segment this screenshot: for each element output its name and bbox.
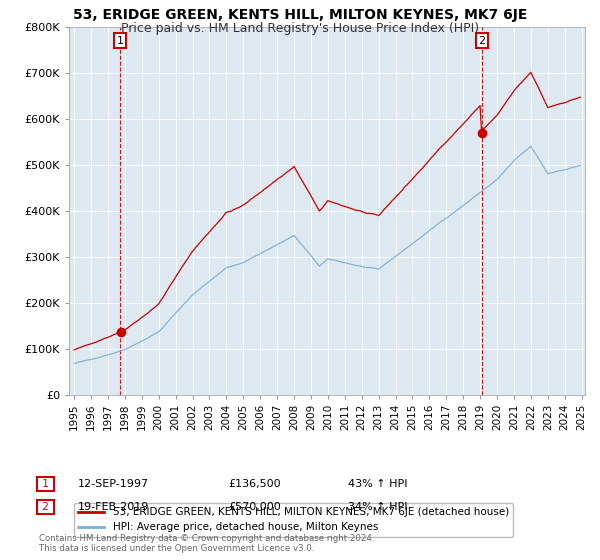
Text: 43% ↑ HPI: 43% ↑ HPI xyxy=(348,479,407,489)
Legend: 53, ERIDGE GREEN, KENTS HILL, MILTON KEYNES, MK7 6JE (detached house), HPI: Aver: 53, ERIDGE GREEN, KENTS HILL, MILTON KEY… xyxy=(74,503,513,536)
Text: 1: 1 xyxy=(39,479,52,489)
Text: £570,000: £570,000 xyxy=(228,502,281,512)
Text: £136,500: £136,500 xyxy=(228,479,281,489)
Text: 34% ↑ HPI: 34% ↑ HPI xyxy=(348,502,407,512)
Text: 1: 1 xyxy=(116,36,124,46)
Text: Contains HM Land Registry data © Crown copyright and database right 2024.
This d: Contains HM Land Registry data © Crown c… xyxy=(39,534,374,553)
Text: 53, ERIDGE GREEN, KENTS HILL, MILTON KEYNES, MK7 6JE: 53, ERIDGE GREEN, KENTS HILL, MILTON KEY… xyxy=(73,8,527,22)
Text: Price paid vs. HM Land Registry's House Price Index (HPI): Price paid vs. HM Land Registry's House … xyxy=(121,22,479,35)
Text: 12-SEP-1997: 12-SEP-1997 xyxy=(78,479,149,489)
Text: 2: 2 xyxy=(479,36,486,46)
Text: 19-FEB-2019: 19-FEB-2019 xyxy=(78,502,149,512)
Text: 2: 2 xyxy=(39,502,52,512)
